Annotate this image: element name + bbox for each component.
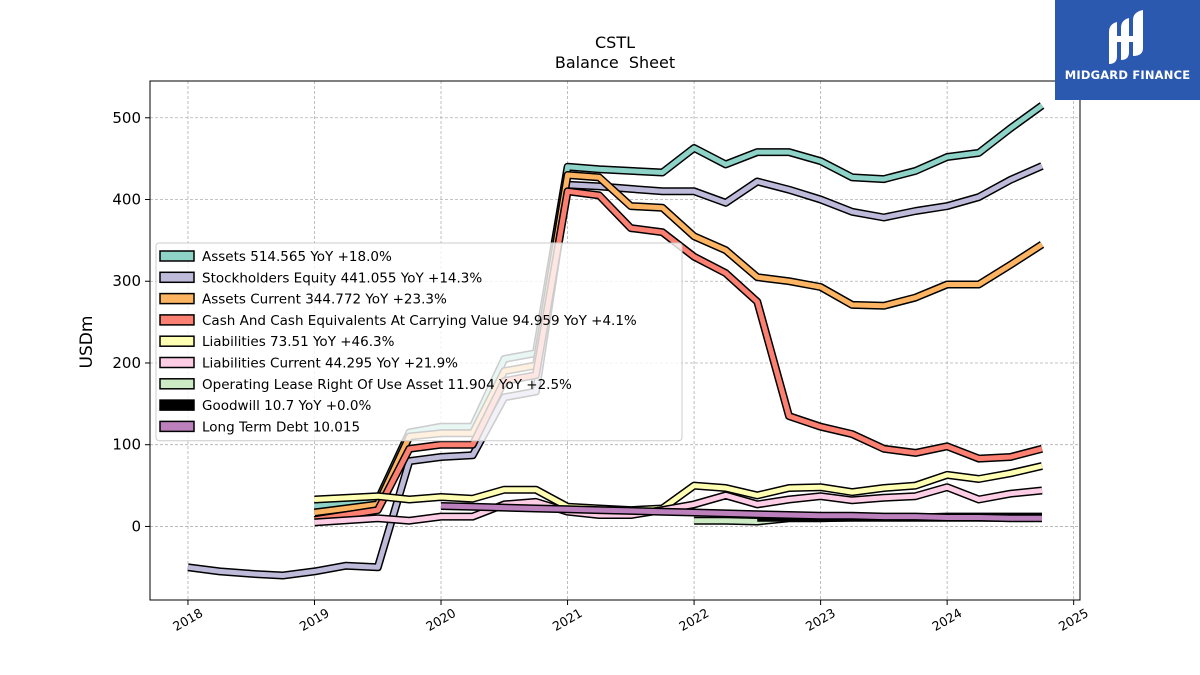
series-5 (314, 483, 1043, 527)
legend-label: Assets 514.565 YoY +18.0% (202, 249, 392, 265)
y-tick-label: 0 (131, 517, 141, 535)
legend-label: Long Term Debt 10.015 (202, 419, 360, 435)
legend: Assets 514.565 YoY +18.0% Stockholders Eq… (155, 242, 683, 442)
legend-label: Liabilities 73.51 YoY +46.3% (202, 334, 395, 350)
x-tick-label: 2019 (297, 605, 332, 634)
legend-swatch (159, 292, 195, 305)
legend-swatch (159, 399, 195, 411)
y-tick-label: 400 (112, 191, 141, 209)
legend-label: Assets Current 344.772 YoY +23.3% (202, 292, 447, 308)
legend-swatch (159, 356, 195, 369)
legend-swatch (159, 250, 195, 262)
series-3 (313, 187, 1044, 524)
logo-text: MIDGARD FINANCE (1064, 68, 1191, 82)
y-tick-label: 200 (112, 354, 141, 372)
midgard-finance-logo: MIDGARD FINANCE (1055, 0, 1200, 100)
x-tick-label: 2024 (929, 605, 964, 634)
legend-swatch (159, 378, 195, 390)
legend-label: Operating Lease Right Of Use Asset 11.90… (202, 377, 572, 393)
legend-swatch (159, 271, 195, 284)
legend-label: Cash And Cash Equivalents At Carrying Va… (202, 313, 637, 329)
series-line (314, 188, 1043, 523)
series-line (314, 484, 1043, 525)
x-tick-label: 2022 (676, 605, 711, 634)
x-tick-label: 2020 (423, 605, 458, 634)
x-tick-label: 2023 (803, 605, 838, 634)
y-tick-label: 300 (112, 272, 141, 290)
legend-box (155, 242, 683, 442)
legend-label: Goodwill 10.7 YoY +0.0% (202, 398, 372, 414)
legend-swatch (159, 335, 195, 347)
legend-swatch (159, 420, 195, 433)
y-tick-label: 500 (112, 109, 141, 127)
x-tick-label: 2025 (1056, 605, 1091, 634)
chart-title: CSTL (595, 33, 635, 52)
y-axis-label: USDm (77, 316, 97, 369)
series-4 (314, 462, 1043, 515)
series-line (314, 463, 1043, 513)
logo-mark-icon (1109, 10, 1143, 64)
x-tick-label: 2021 (550, 605, 585, 634)
legend-label: Liabilities Current 44.295 YoY +21.9% (202, 356, 458, 372)
series-line (440, 503, 1042, 521)
y-tick-label: 100 (112, 436, 141, 454)
legend-swatch (159, 314, 195, 326)
plot-frame (149, 80, 1081, 601)
series-8 (440, 502, 1042, 523)
x-tick-label: 2018 (170, 605, 205, 634)
legend-label: Stockholders Equity 441.055 YoY +14.3% (202, 270, 482, 286)
chart-subtitle: Balance Sheet (555, 53, 675, 72)
